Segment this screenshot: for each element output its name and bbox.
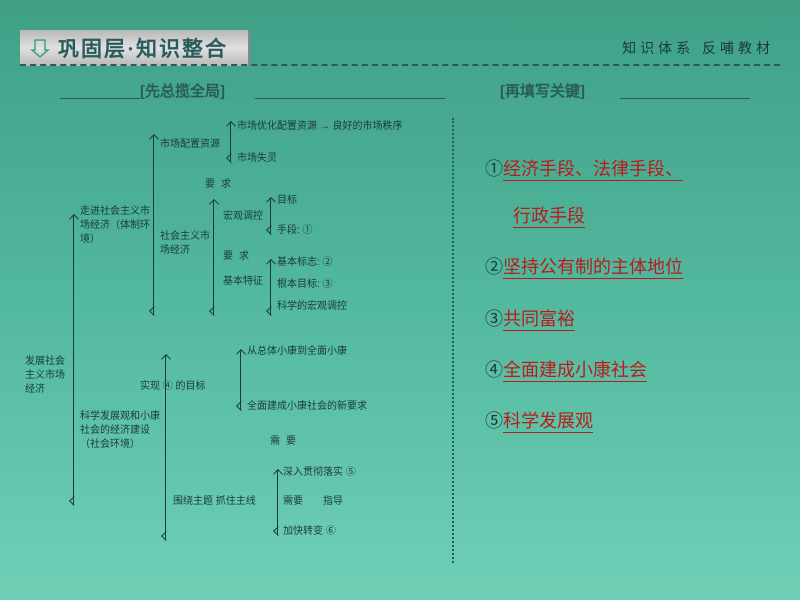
b-cguide: 指导 xyxy=(323,495,343,509)
brace-a xyxy=(153,135,154,315)
brace-a2 xyxy=(213,200,214,315)
tab-left: [先总揽全局] xyxy=(140,80,225,101)
answer-1-text: 经济手段、法律手段、 xyxy=(503,159,683,181)
a-n1: 市场配置资源 xyxy=(160,138,220,152)
root-node: 发展社会主义市场经济 xyxy=(25,355,70,397)
answer-3: ③共同富裕 xyxy=(485,298,683,341)
sub-header: 知识体系 反哺教材 xyxy=(622,38,780,58)
page-title: 巩固层·知识整合 xyxy=(58,33,228,63)
b-c1: 深入贯彻落实 ⑤ xyxy=(283,466,356,480)
a-n2a2: 手段: ① xyxy=(277,224,313,238)
answer-4-num: ④ xyxy=(485,360,503,380)
a-n2: 社会主义市场经济 xyxy=(160,230,210,258)
a-n2c: 科学的宏观调控 xyxy=(277,300,347,314)
tab-line-left-b xyxy=(255,98,445,99)
answer-1-num: ① xyxy=(485,159,503,179)
answer-3-num: ③ xyxy=(485,309,503,329)
b-arrow: 实现 ④ 的目标 xyxy=(140,380,206,394)
answer-5-text: 科学发展观 xyxy=(503,411,593,433)
answer-1: ①经济手段、法律手段、 行政手段 xyxy=(485,148,683,238)
a-n2a: 宏观调控 xyxy=(223,210,263,224)
b-need: 需要 xyxy=(270,435,302,449)
title-section: 巩固层·知识整合 xyxy=(20,30,250,66)
answer-2-text: 坚持公有制的主体地位 xyxy=(503,257,683,279)
brace-a2b xyxy=(270,260,271,315)
tab-line-left-a xyxy=(60,98,140,99)
b-b1: 从总体小康到全面小康 xyxy=(247,345,347,359)
down-arrow-icon xyxy=(30,38,50,58)
answer-5-num: ⑤ xyxy=(485,411,503,431)
branch-a-title: 走进社会主义市场经济（体制环境） xyxy=(80,205,150,247)
answer-4: ④全面建成小康社会 xyxy=(485,349,683,392)
answer-5: ⑤科学发展观 xyxy=(485,400,683,443)
answer-3-text: 共同富裕 xyxy=(503,309,575,331)
branch-b-title: 科学发展观和小康社会的经济建设（社会环境） xyxy=(80,410,160,452)
b-c2: 加快转变 ⑥ xyxy=(283,525,336,539)
brace-a2a xyxy=(270,198,271,234)
answer-2: ②坚持公有制的主体地位 xyxy=(485,246,683,289)
b-c: 围绕主题 抓住主线 xyxy=(173,495,256,509)
a-n1b: 市场失灵 xyxy=(237,152,277,166)
a-n1a: 市场优化配置资源 → 良好的市场秩序 xyxy=(237,120,403,134)
tab-line-right-b xyxy=(620,98,750,99)
b-creq: 需要 xyxy=(283,495,303,509)
answer-2-num: ② xyxy=(485,257,503,277)
dashed-divider xyxy=(20,64,780,66)
a-n2b2: 根本目标: ③ xyxy=(277,278,333,292)
brace-c xyxy=(277,470,278,535)
header-band: 巩固层·知识整合 知识体系 反哺教材 xyxy=(20,30,780,66)
brace-root xyxy=(73,215,74,505)
b-b2: 全面建成小康社会的新要求 xyxy=(247,400,367,414)
answer-4-text: 全面建成小康社会 xyxy=(503,360,647,382)
tab-right: [再填写关键] xyxy=(500,80,585,101)
a-n2a1: 目标 xyxy=(277,194,297,208)
answer-1-text2: 行政手段 xyxy=(513,206,585,228)
brace-b1 xyxy=(240,350,241,410)
vertical-divider xyxy=(452,118,454,563)
a-n2b1: 基本标志: ② xyxy=(277,256,333,270)
answers-panel: ①经济手段、法律手段、 行政手段 ②坚持公有制的主体地位 ③共同富裕 ④全面建成… xyxy=(485,148,683,451)
a-req2: 要求 xyxy=(223,250,255,264)
a-req: 要求 xyxy=(205,178,237,192)
brace-a1 xyxy=(230,122,231,162)
a-n2b: 基本特征 xyxy=(223,275,263,289)
